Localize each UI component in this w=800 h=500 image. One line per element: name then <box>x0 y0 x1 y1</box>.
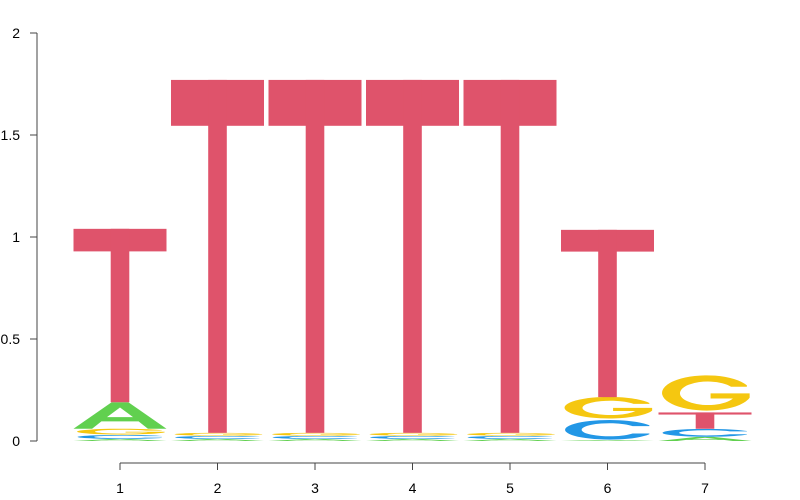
x-tick-label: 1 <box>116 480 124 496</box>
letter-a <box>561 439 654 441</box>
letter-a <box>366 438 459 441</box>
x-tick-label: 2 <box>214 480 222 496</box>
letter-t <box>463 79 557 433</box>
letter-t <box>73 228 167 403</box>
letter-g <box>272 432 360 436</box>
letter-a <box>658 436 752 441</box>
letter-c <box>662 428 747 437</box>
letter-c <box>175 435 260 439</box>
letter-c <box>77 434 162 439</box>
letter-c <box>467 435 552 439</box>
letter-t <box>268 79 362 433</box>
letter-t <box>658 412 752 429</box>
logo-column-3 <box>268 79 362 441</box>
logo-column-6 <box>561 229 654 441</box>
y-tick-label: 0 <box>12 433 20 449</box>
logo-letters <box>73 79 752 441</box>
y-axis: 0 0.5 1 1.5 2 <box>1 25 38 449</box>
letter-a <box>171 438 264 441</box>
x-tick-label: 6 <box>604 480 612 496</box>
letter-t <box>366 79 459 433</box>
letter-g <box>467 432 555 436</box>
x-tick-label: 7 <box>701 480 709 496</box>
x-tick-label: 3 <box>311 480 319 496</box>
y-tick-label: 1.5 <box>1 127 21 143</box>
letter-g <box>662 375 750 411</box>
y-tick-label: 0.5 <box>1 331 21 347</box>
letter-a <box>268 438 362 441</box>
letter-t <box>171 79 264 433</box>
x-tick-label: 4 <box>409 480 417 496</box>
letter-a <box>73 402 167 429</box>
letter-g <box>77 428 165 435</box>
logo-column-2 <box>171 79 264 441</box>
letter-c <box>565 419 650 440</box>
logo-column-7 <box>658 375 752 441</box>
letter-a <box>73 438 167 441</box>
logo-column-5 <box>463 79 557 441</box>
letter-t <box>561 229 654 398</box>
logo-column-1 <box>73 228 167 441</box>
logo-column-4 <box>366 79 459 441</box>
y-tick-label: 2 <box>12 25 20 41</box>
x-tick-label: 5 <box>506 480 514 496</box>
letter-a <box>463 438 557 441</box>
letter-c <box>370 435 455 439</box>
y-tick-label: 1 <box>12 229 20 245</box>
letter-g <box>369 432 458 436</box>
letter-g <box>564 396 653 419</box>
x-axis: 1 2 3 4 5 6 7 <box>116 462 709 496</box>
letter-g <box>174 432 263 436</box>
letter-c <box>272 435 357 439</box>
